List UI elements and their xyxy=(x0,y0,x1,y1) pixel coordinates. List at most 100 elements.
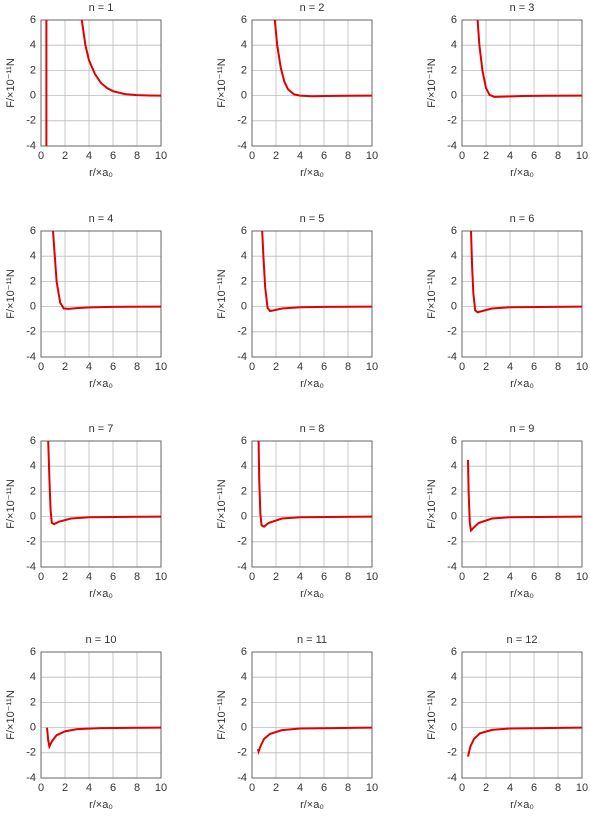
y-axis-label: F/×10⁻¹¹N xyxy=(5,269,17,319)
y-tick-label: 0 xyxy=(30,301,36,313)
y-tick-label: -2 xyxy=(447,747,457,759)
x-tick-label: 8 xyxy=(134,782,140,794)
y-tick-label: -2 xyxy=(26,326,36,338)
x-tick-label: 8 xyxy=(345,150,351,162)
panel-title: n = 2 xyxy=(300,2,325,14)
panel-title: n = 6 xyxy=(510,213,535,225)
x-tick-label: 6 xyxy=(110,150,116,162)
x-tick-label: 4 xyxy=(507,361,513,373)
y-tick-label: 4 xyxy=(30,671,36,683)
x-tick-label: 4 xyxy=(86,571,92,583)
x-axis-label: r/×a₀ xyxy=(510,167,534,179)
y-tick-label: 6 xyxy=(451,435,457,447)
x-tick-label: 8 xyxy=(345,782,351,794)
y-tick-label: 2 xyxy=(451,696,457,708)
x-tick-label: 10 xyxy=(576,150,588,162)
plot-frame xyxy=(461,230,583,358)
x-axis-label: r/×a₀ xyxy=(510,588,534,600)
x-tick-label: 6 xyxy=(531,150,537,162)
x-tick-label: 0 xyxy=(38,150,44,162)
plot-frame xyxy=(461,440,583,568)
x-tick-label: 6 xyxy=(531,361,537,373)
x-tick-label: 0 xyxy=(38,361,44,373)
x-tick-label: 4 xyxy=(297,150,303,162)
x-tick-label: 10 xyxy=(366,150,378,162)
y-axis-label: F/×10⁻¹¹N xyxy=(216,479,228,529)
x-tick-label: 2 xyxy=(483,361,489,373)
x-tick-label: 6 xyxy=(531,782,537,794)
x-tick-label: 0 xyxy=(459,571,465,583)
x-axis-label: r/×a₀ xyxy=(89,799,113,811)
y-tick-label: -4 xyxy=(447,140,457,152)
x-tick-label: 4 xyxy=(507,150,513,162)
x-tick-label: 2 xyxy=(273,782,279,794)
plot-frame xyxy=(251,440,373,568)
y-tick-label: 6 xyxy=(30,14,36,26)
y-tick-label: 0 xyxy=(30,90,36,102)
x-tick-label: 4 xyxy=(86,782,92,794)
panel: n = 7 -4 -2 0 2 4 6 0 2 4 6 8 10 r/×a₀ F/×10⁻¹¹N xyxy=(5,423,167,600)
y-tick-label: 2 xyxy=(30,275,36,287)
y-axis-label: F/×10⁻¹¹N xyxy=(216,269,228,319)
y-tick-label: 0 xyxy=(451,90,457,102)
x-tick-label: 0 xyxy=(459,782,465,794)
y-tick-label: 2 xyxy=(451,275,457,287)
data-line xyxy=(467,459,582,533)
x-tick-label: 8 xyxy=(555,782,561,794)
y-tick-label: 0 xyxy=(30,511,36,523)
y-axis-label: F/×10⁻¹¹N xyxy=(426,58,438,108)
x-axis-label: r/×a₀ xyxy=(300,167,324,179)
x-tick-label: 10 xyxy=(155,571,167,583)
y-tick-label: 2 xyxy=(241,485,247,497)
x-tick-label: 4 xyxy=(507,571,513,583)
x-axis-label: r/×a₀ xyxy=(300,378,324,390)
plot-frame xyxy=(40,19,162,147)
x-tick-label: 0 xyxy=(38,782,44,794)
y-tick-label: 4 xyxy=(241,671,247,683)
x-tick-label: 10 xyxy=(366,571,378,583)
data-line xyxy=(52,230,161,310)
plot-frame xyxy=(461,651,583,779)
y-axis-label: F/×10⁻¹¹N xyxy=(5,479,17,529)
y-axis-label: F/×10⁻¹¹N xyxy=(426,479,438,529)
panel-title: n = 4 xyxy=(89,213,114,225)
x-tick-label: 10 xyxy=(576,782,588,794)
x-tick-label: 4 xyxy=(86,361,92,373)
y-tick-label: -4 xyxy=(447,772,457,784)
x-axis-label: r/×a₀ xyxy=(89,378,113,390)
panel: n = 2 -4 -2 0 2 4 6 0 2 4 6 8 10 r/×a₀ F/×10⁻¹¹N xyxy=(216,2,378,179)
y-tick-label: -2 xyxy=(447,536,457,548)
x-axis-label: r/×a₀ xyxy=(89,588,113,600)
data-line xyxy=(476,19,582,98)
x-tick-label: 2 xyxy=(62,361,68,373)
x-tick-label: 2 xyxy=(483,571,489,583)
plot-frame xyxy=(40,230,162,358)
y-tick-label: -4 xyxy=(237,140,247,152)
x-tick-label: 2 xyxy=(483,150,489,162)
y-tick-label: 4 xyxy=(30,39,36,51)
y-tick-label: -2 xyxy=(237,747,247,759)
y-tick-label: 4 xyxy=(451,250,457,262)
x-tick-label: 8 xyxy=(345,361,351,373)
panel: n = 12 -4 -2 0 2 4 6 0 2 4 6 8 10 r/×a₀ F/×10⁻¹¹N xyxy=(426,634,588,811)
x-tick-label: 6 xyxy=(110,782,116,794)
y-tick-label: 0 xyxy=(451,301,457,313)
y-tick-label: 2 xyxy=(30,485,36,497)
y-tick-label: -2 xyxy=(447,115,457,127)
x-axis-label: r/×a₀ xyxy=(510,799,534,811)
plot-frame xyxy=(251,19,373,147)
x-tick-label: 6 xyxy=(321,782,327,794)
x-tick-label: 10 xyxy=(576,361,588,373)
data-line xyxy=(257,440,372,528)
x-tick-label: 4 xyxy=(297,361,303,373)
x-axis-label: r/×a₀ xyxy=(510,378,534,390)
panel: n = 10 -4 -2 0 2 4 6 0 2 4 6 8 10 r/×a₀ F/×10⁻¹¹N xyxy=(5,634,167,811)
y-tick-label: 4 xyxy=(241,250,247,262)
panel-title: n = 8 xyxy=(300,423,325,435)
x-tick-label: 0 xyxy=(249,150,255,162)
data-line xyxy=(45,19,161,146)
plot-frame xyxy=(40,440,162,568)
y-tick-label: 6 xyxy=(451,646,457,658)
x-tick-label: 0 xyxy=(249,571,255,583)
